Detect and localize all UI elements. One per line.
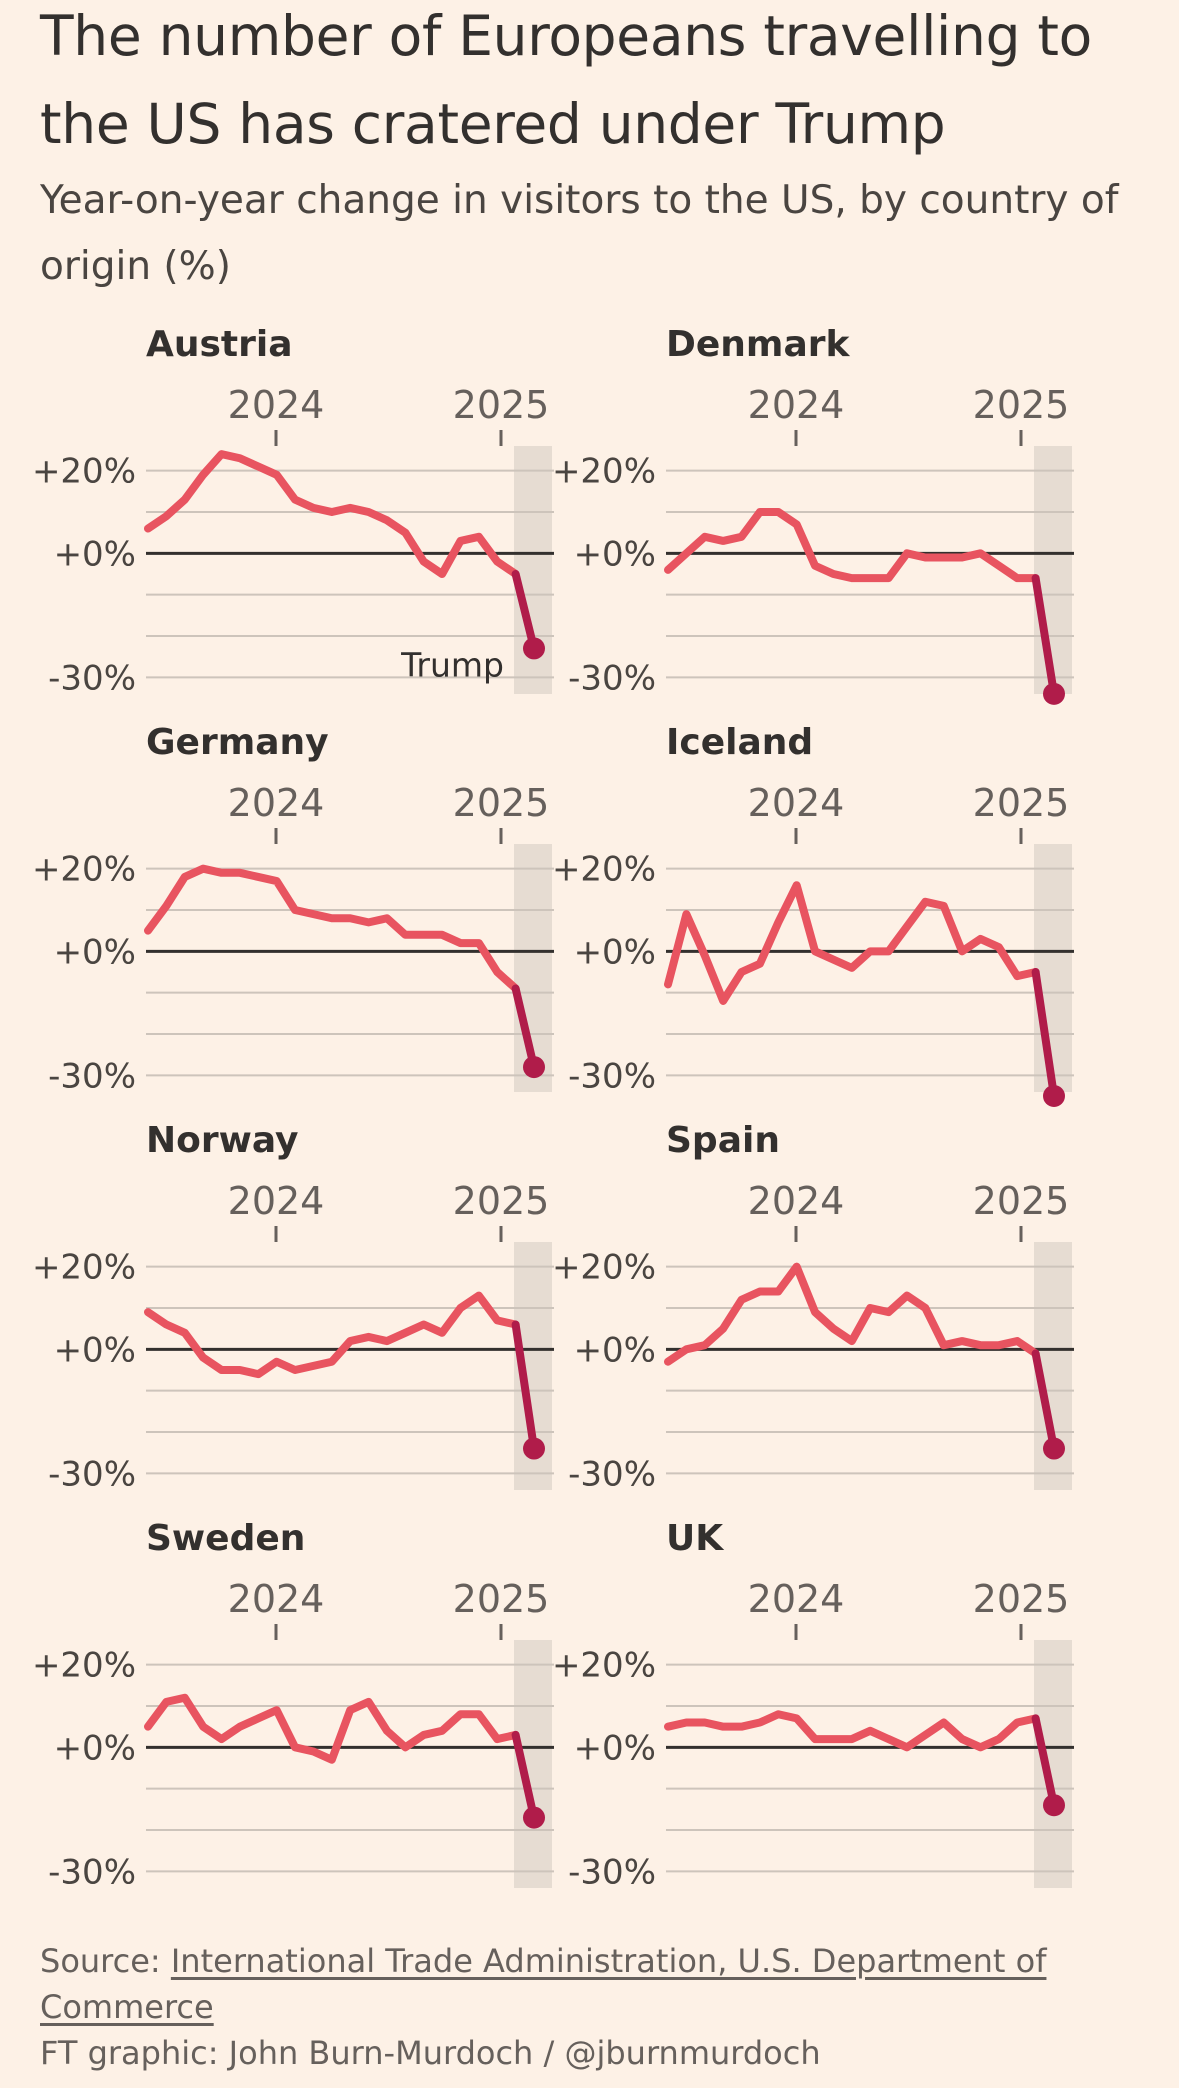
source-link[interactable]: International Trade Administration, U.S.… bbox=[40, 1942, 1047, 2026]
trump-segment bbox=[1031, 1349, 1058, 1453]
latest-point bbox=[1043, 682, 1065, 705]
series-line bbox=[664, 508, 1040, 583]
y-tick-label: -30% bbox=[568, 1454, 656, 1494]
trump-segment bbox=[1031, 1714, 1058, 1810]
panel-title: Denmark bbox=[666, 324, 850, 365]
y-tick-label: +0% bbox=[54, 932, 136, 972]
latest-point bbox=[1043, 1794, 1065, 1817]
y-tick-label: -30% bbox=[568, 658, 656, 698]
y-tick-label: +20% bbox=[552, 1646, 656, 1686]
y-tick-label: -30% bbox=[48, 1852, 136, 1892]
y-tick-label: +0% bbox=[574, 1728, 656, 1768]
x-tick-label: 2025 bbox=[973, 1577, 1070, 1621]
chart-subtitle: Year-on-year change in visitors to the U… bbox=[40, 178, 1119, 289]
trump-shade bbox=[1034, 844, 1072, 1092]
y-tick-label: +0% bbox=[54, 534, 136, 574]
y-tick-label: -30% bbox=[48, 658, 136, 698]
panel-title: Iceland bbox=[666, 722, 813, 763]
panel-spain: +20% +0% -30% 2024 2025 Spain bbox=[552, 1120, 1074, 1494]
panel-denmark: +20% +0% -30% 2024 2025 Denmark bbox=[552, 324, 1074, 705]
y-tick-label: +20% bbox=[552, 1248, 656, 1288]
panel-title: Germany bbox=[146, 722, 329, 763]
x-tick-label: 2024 bbox=[748, 1179, 845, 1223]
trump-segment bbox=[1031, 968, 1058, 1100]
panel-title: Austria bbox=[146, 324, 293, 365]
x-tick-label: 2025 bbox=[453, 1179, 550, 1223]
latest-point bbox=[523, 1056, 545, 1079]
chart-title: The number of Europeans travelling to th… bbox=[40, 4, 1093, 156]
y-tick-label: -30% bbox=[48, 1454, 136, 1494]
x-tick-label: 2025 bbox=[453, 383, 550, 427]
trump-segment bbox=[511, 570, 538, 653]
latest-point bbox=[1043, 1437, 1065, 1460]
panel-austria: +20% +0% -30% 2024 2025 Austria Trump bbox=[32, 324, 554, 698]
y-tick-label: +20% bbox=[32, 850, 136, 890]
series-line bbox=[664, 881, 1040, 1005]
x-tick-label: 2025 bbox=[973, 781, 1070, 825]
panel-sweden: +20% +0% -30% 2024 2025 Sweden bbox=[32, 1518, 554, 1892]
y-tick-label: +0% bbox=[54, 1728, 136, 1768]
panel-title: UK bbox=[666, 1518, 724, 1559]
trump-segment bbox=[1031, 574, 1058, 698]
series-line bbox=[664, 1710, 1040, 1752]
panel-norway: +20% +0% -30% 2024 2025 Norway bbox=[32, 1120, 554, 1494]
latest-point bbox=[523, 637, 545, 660]
x-tick-label: 2024 bbox=[748, 383, 845, 427]
y-tick-label: -30% bbox=[568, 1852, 656, 1892]
x-tick-label: 2024 bbox=[228, 781, 325, 825]
panel-title: Norway bbox=[146, 1120, 299, 1161]
x-tick-label: 2025 bbox=[453, 781, 550, 825]
series-line bbox=[144, 450, 520, 578]
x-tick-label: 2024 bbox=[748, 1577, 845, 1621]
trump-shade bbox=[1034, 446, 1072, 694]
x-tick-label: 2024 bbox=[228, 1179, 325, 1223]
credit-line: FT graphic: John Burn-Murdoch / @jburnmu… bbox=[40, 2034, 821, 2072]
small-multiples-chart: +20% +0% -30% 2024 2025 Austria Trump +20% +0% -3… bbox=[32, 324, 1074, 1892]
panel-germany: +20% +0% -30% 2024 2025 Germany bbox=[32, 722, 554, 1096]
y-tick-label: -30% bbox=[48, 1056, 136, 1096]
x-tick-label: 2025 bbox=[453, 1577, 550, 1621]
latest-point bbox=[1043, 1085, 1065, 1107]
y-tick-label: +0% bbox=[574, 932, 656, 972]
y-tick-label: +20% bbox=[552, 452, 656, 492]
y-tick-label: -30% bbox=[568, 1056, 656, 1096]
x-tick-label: 2024 bbox=[228, 1577, 325, 1621]
latest-point bbox=[523, 1806, 545, 1829]
panel-iceland: +20% +0% -30% 2024 2025 Iceland bbox=[552, 722, 1074, 1107]
panel-uk: +20% +0% -30% 2024 2025 UK bbox=[552, 1518, 1074, 1892]
series-line bbox=[664, 1262, 1040, 1366]
x-tick-label: 2024 bbox=[228, 383, 325, 427]
y-tick-label: +20% bbox=[32, 1646, 136, 1686]
y-tick-label: +20% bbox=[32, 452, 136, 492]
source-prefix: Source: bbox=[40, 1942, 171, 1980]
trump-segment bbox=[511, 1730, 538, 1822]
y-tick-label: +20% bbox=[552, 850, 656, 890]
panel-title: Spain bbox=[666, 1120, 780, 1161]
x-tick-label: 2025 bbox=[973, 383, 1070, 427]
trump-segment bbox=[511, 984, 538, 1072]
latest-point bbox=[523, 1437, 545, 1460]
y-tick-label: +20% bbox=[32, 1248, 136, 1288]
source-line: Source: International Trade Administrati… bbox=[40, 1938, 1150, 2030]
footer: Source: International Trade Administrati… bbox=[40, 1938, 1150, 2076]
x-tick-label: 2025 bbox=[973, 1179, 1070, 1223]
series-line bbox=[144, 1291, 520, 1379]
x-tick-label: 2024 bbox=[748, 781, 845, 825]
series-line bbox=[144, 864, 520, 993]
y-tick-label: +0% bbox=[574, 534, 656, 574]
trump-segment bbox=[511, 1320, 538, 1453]
panel-title: Sweden bbox=[146, 1518, 305, 1559]
trump-annotation: Trump bbox=[400, 645, 504, 684]
y-tick-label: +0% bbox=[574, 1330, 656, 1370]
series-line bbox=[144, 1693, 520, 1764]
y-tick-label: +0% bbox=[54, 1330, 136, 1370]
trump-shade bbox=[1034, 1640, 1072, 1888]
